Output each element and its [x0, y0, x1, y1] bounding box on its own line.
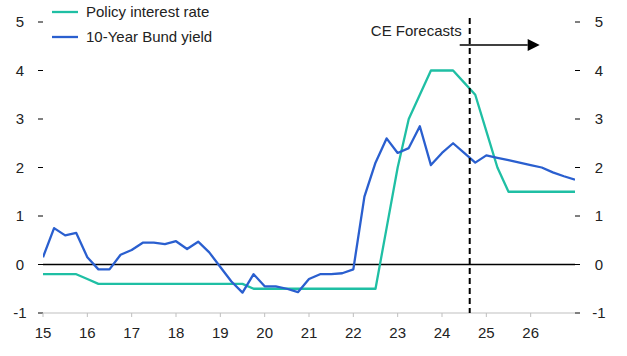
- x-tick-label: 25: [478, 324, 495, 341]
- x-tick: [397, 313, 398, 317]
- y-tick: [38, 70, 43, 71]
- y2-tick: [575, 216, 580, 217]
- series-line: [43, 126, 575, 292]
- x-tick: [353, 313, 354, 317]
- legend-label: 10-Year Bund yield: [86, 28, 212, 45]
- y2-tick-label: 4: [595, 62, 603, 79]
- y2-tick-label: -1: [592, 304, 605, 321]
- y-tick-label: 4: [16, 62, 24, 79]
- y2-tick-label: 3: [595, 110, 603, 127]
- y-tick: [38, 167, 43, 168]
- x-tick: [264, 313, 265, 317]
- y-tick: [38, 216, 43, 217]
- x-tick-label: 26: [522, 324, 539, 341]
- x-tick: [442, 313, 443, 317]
- x-tick: [43, 313, 44, 317]
- y2-tick: [575, 119, 580, 120]
- chart: -1012345-1012345151617181920212223242526…: [0, 0, 627, 356]
- x-tick-label: 23: [389, 324, 406, 341]
- x-tick-label: 17: [123, 324, 140, 341]
- annotation-text: CE Forecasts: [371, 22, 462, 39]
- y-tick-label: 1: [16, 207, 24, 224]
- y2-tick: [575, 313, 580, 314]
- x-tick-label: 21: [301, 324, 318, 341]
- plot-area: [43, 71, 575, 293]
- y-tick: [38, 119, 43, 120]
- x-tick: [131, 313, 132, 317]
- y2-tick: [575, 70, 580, 71]
- zero-line: [43, 264, 575, 265]
- forecast-line: [469, 18, 471, 313]
- y2-tick: [575, 167, 580, 168]
- y-tick: [38, 313, 43, 314]
- y-tick-label: 5: [16, 13, 24, 30]
- y2-tick-label: 5: [595, 13, 603, 30]
- annotation-arrow: [460, 44, 528, 45]
- y-tick-label: 2: [16, 159, 24, 176]
- legend-swatch: [52, 11, 78, 13]
- y-tick: [38, 264, 43, 265]
- y2-tick: [575, 22, 580, 23]
- x-tick: [486, 313, 487, 317]
- y2-tick-label: 2: [595, 159, 603, 176]
- y-tick: [38, 22, 43, 23]
- y-tick-label: -1: [13, 304, 26, 321]
- x-tick-label: 22: [345, 324, 362, 341]
- x-tick-label: 15: [35, 324, 52, 341]
- legend-label: Policy interest rate: [86, 3, 209, 20]
- x-tick: [309, 313, 310, 317]
- x-tick-label: 18: [168, 324, 185, 341]
- series-line: [43, 71, 575, 289]
- y-tick-label: 0: [16, 256, 24, 273]
- y2-tick-label: 0: [595, 256, 603, 273]
- y2-tick: [575, 264, 580, 265]
- y2-tick-label: 1: [595, 207, 603, 224]
- x-tick: [176, 313, 177, 317]
- x-tick-label: 19: [212, 324, 229, 341]
- x-tick-label: 24: [434, 324, 451, 341]
- x-tick: [530, 313, 531, 317]
- x-tick: [87, 313, 88, 317]
- annotation-arrowhead: [528, 39, 540, 51]
- x-tick-label: 16: [79, 324, 96, 341]
- x-tick: [220, 313, 221, 317]
- x-tick-label: 20: [256, 324, 273, 341]
- legend-swatch: [52, 36, 78, 38]
- y-tick-label: 3: [16, 110, 24, 127]
